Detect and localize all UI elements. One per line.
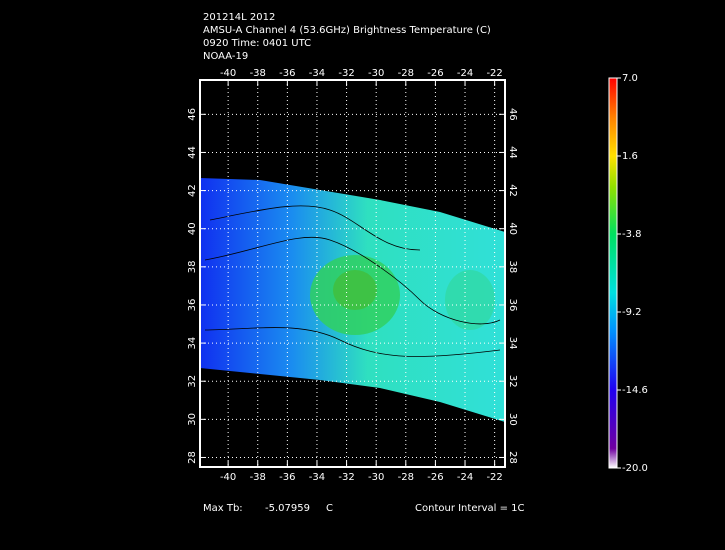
colorbar-tick-label: -14.6 (622, 385, 648, 396)
contour-interval: Contour Interval = 1C (415, 503, 525, 514)
x-tick-label: -22 (486, 68, 502, 79)
warm-core (333, 270, 377, 310)
y-tick-label: 38 (507, 260, 518, 273)
x-tick-label: -22 (486, 472, 502, 483)
x-tick-label: -40 (220, 68, 236, 79)
y-tick-label: 28 (507, 451, 518, 464)
plot-frame (199, 79, 506, 468)
x-tick-label: -34 (309, 472, 325, 483)
title-line: 201214L 2012 (203, 12, 275, 23)
x-tick-label: -30 (368, 472, 384, 483)
colorbar (608, 77, 618, 469)
x-tick-label: -38 (250, 472, 266, 483)
max-tb-unit: C (326, 503, 333, 514)
x-tick-label: -26 (427, 68, 443, 79)
y-tick-label: 36 (187, 299, 198, 312)
title-line: AMSU-A Channel 4 (53.6GHz) Brightness Te… (203, 25, 491, 36)
title-block: 201214L 2012 AMSU-A Channel 4 (53.6GHz) … (203, 12, 491, 62)
x-tick-label: -36 (279, 68, 295, 79)
colorbar-tick-label: -20.0 (622, 463, 648, 474)
colorbar-tick-label: -3.8 (622, 229, 642, 240)
y-tick-label: 40 (507, 222, 518, 235)
x-tick-label: -28 (398, 472, 414, 483)
contour (204, 205, 501, 357)
y-tick-label: 40 (187, 222, 198, 235)
y-tick-label: 46 (507, 108, 518, 121)
max-tb-label: Max Tb: (203, 503, 243, 514)
x-tick-label: -26 (427, 472, 443, 483)
y-tick-label: 32 (187, 375, 198, 388)
y-tick-label: 32 (507, 375, 518, 388)
warm-area (445, 270, 495, 330)
max-tb-value: -5.07959 (265, 503, 310, 514)
y-tick-label: 30 (187, 413, 198, 426)
colorbar-tick-label: 1.6 (622, 151, 638, 162)
swath (200, 178, 505, 422)
y-tick-label: 28 (187, 451, 198, 464)
x-tick-label: -40 (220, 472, 236, 483)
colorbar-tick-label: -9.2 (622, 307, 642, 318)
y-tick-label: 44 (507, 146, 518, 159)
x-tick-label: -28 (398, 68, 414, 79)
y-tick-label: 42 (187, 184, 198, 197)
x-tick-label: -34 (309, 68, 325, 79)
y-tick-label: 34 (187, 337, 198, 350)
y-tick-label: 44 (187, 146, 198, 159)
title-line: NOAA-19 (203, 51, 248, 62)
y-tick-label: 38 (187, 260, 198, 273)
x-tick-label: -32 (338, 472, 354, 483)
x-tick-label: -38 (250, 68, 266, 79)
y-tick-label: 34 (507, 337, 518, 350)
title-line: 0920 Time: 0401 UTC (203, 38, 311, 49)
y-tick-label: 46 (187, 108, 198, 121)
y-tick-label: 30 (507, 413, 518, 426)
y-tick-label: 42 (507, 184, 518, 197)
x-tick-label: -36 (279, 472, 295, 483)
colorbar-tick-label: 7.0 (622, 73, 638, 84)
x-tick-label: -24 (457, 68, 473, 79)
x-tick-label: -30 (368, 68, 384, 79)
x-tick-label: -32 (338, 68, 354, 79)
y-tick-label: 36 (507, 299, 518, 312)
x-tick-label: -24 (457, 472, 473, 483)
